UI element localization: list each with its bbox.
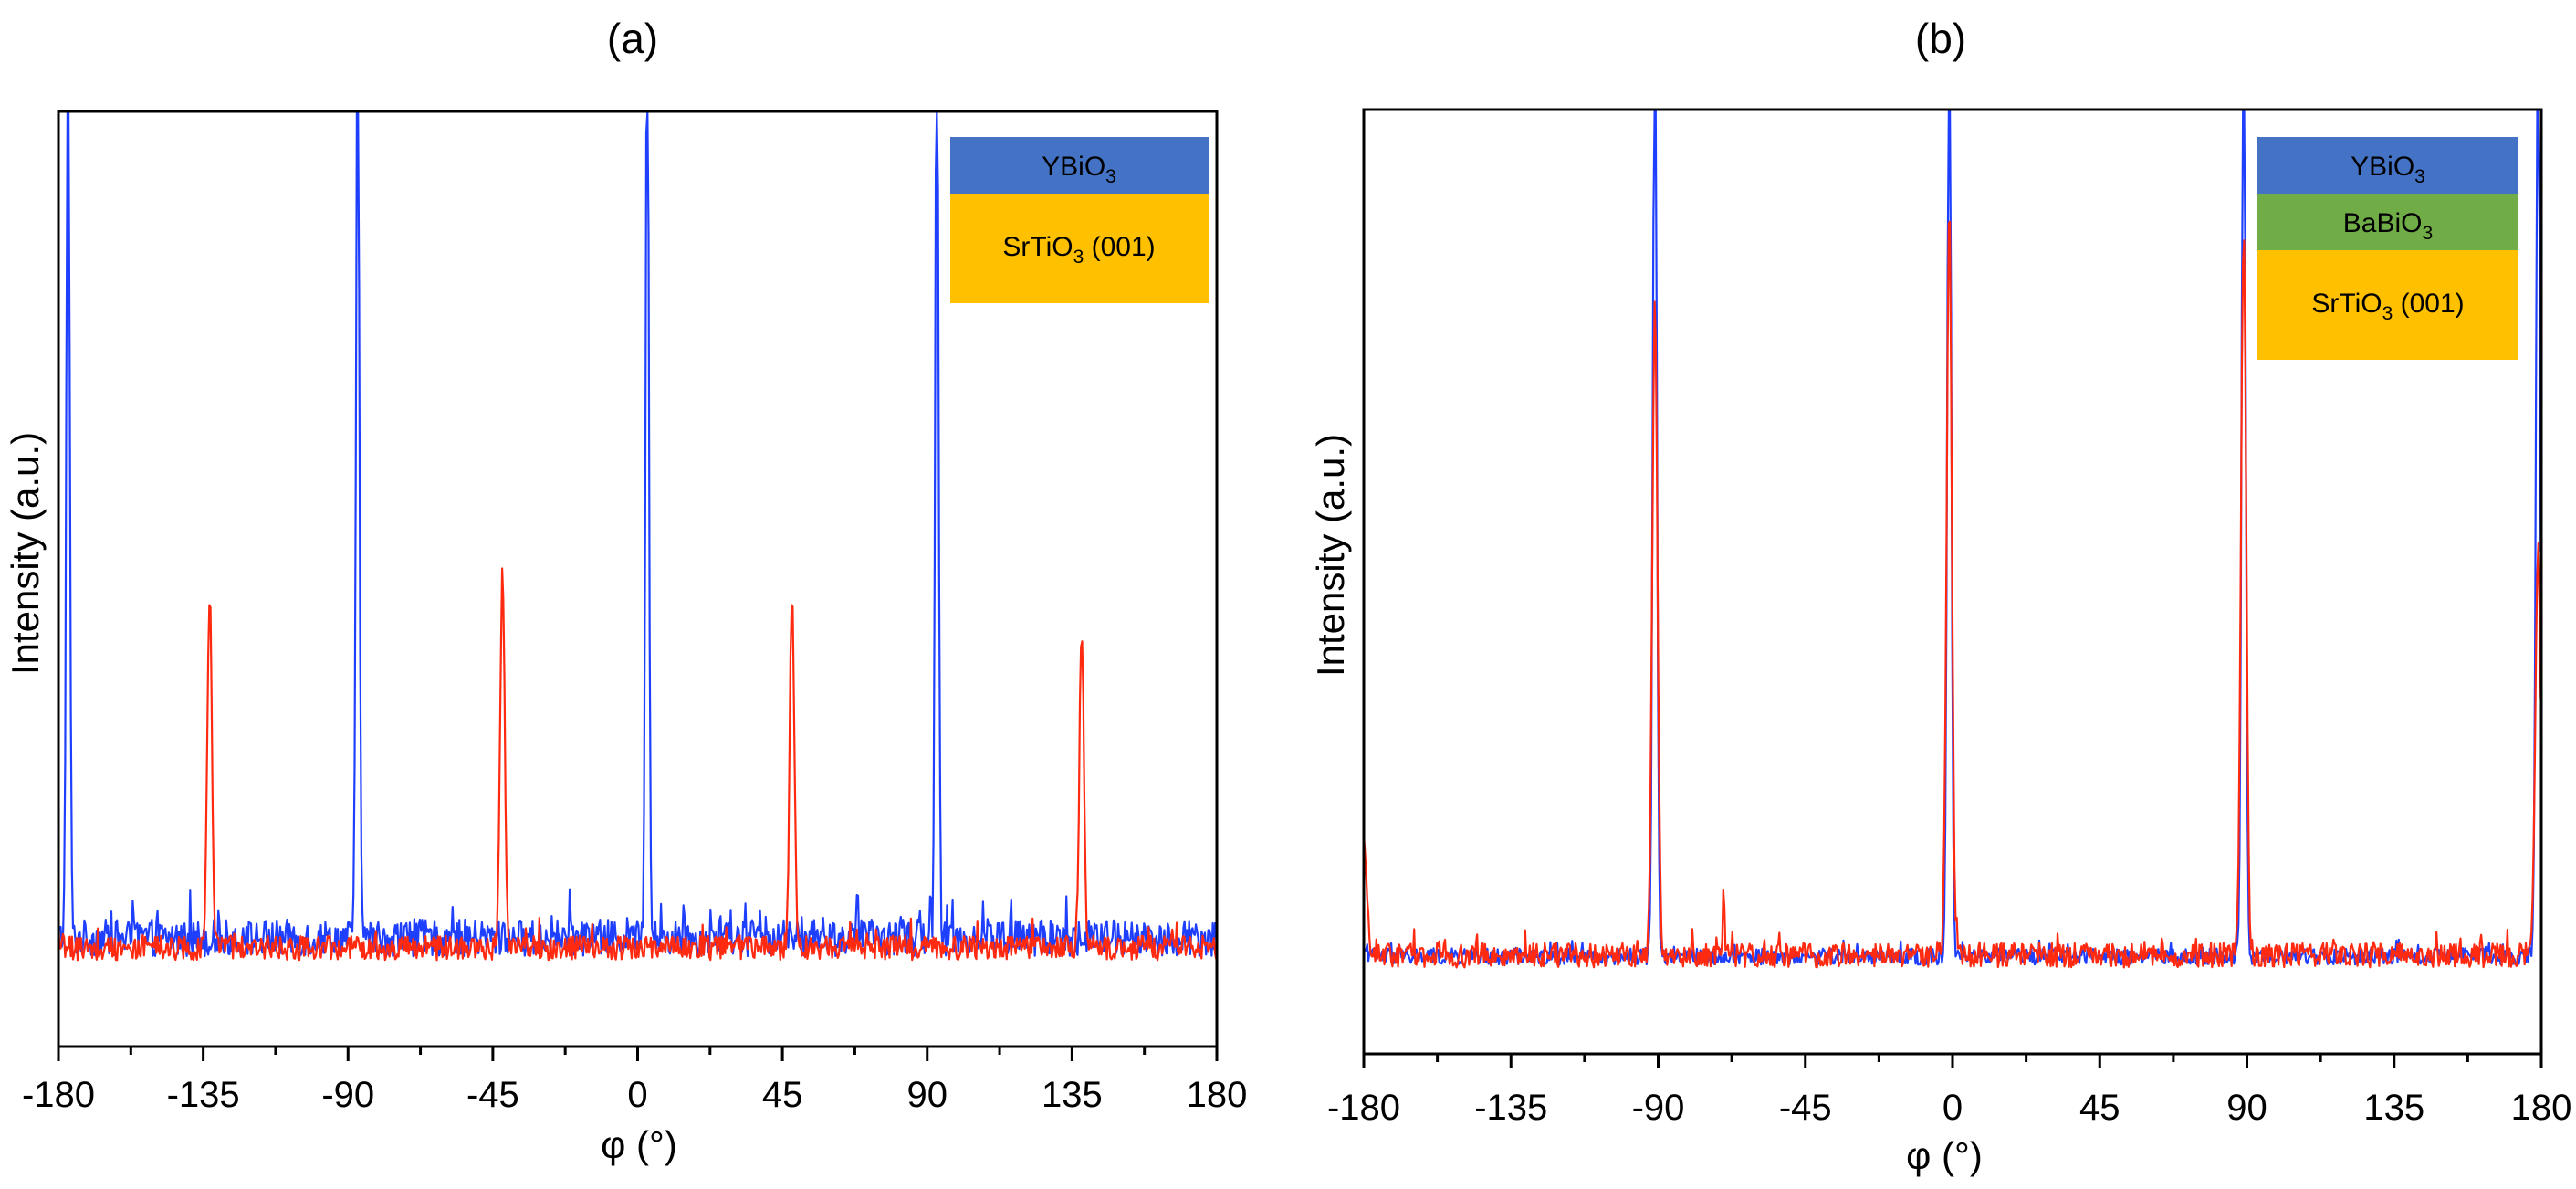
panel-a-x-axis-title: φ (°)	[601, 1123, 677, 1166]
panel-b-x-tick-label: 90	[2226, 1088, 2267, 1128]
panel-a: (a) YBiO3 SrTiO3 (001) -180 -135 -90 -45 0 45…	[4, 15, 1247, 1166]
panel-a-x-tick-label: -180	[22, 1075, 95, 1115]
panel-b-layer-srtio3	[2257, 250, 2518, 360]
panel-a-x-tick-label: -135	[167, 1075, 240, 1115]
panel-b-layer-srtio3-label: SrTiO3 (001)	[2311, 289, 2464, 324]
panel-a-x-ticks: -180 -135 -90 -45 0 45 90 135 180	[22, 1047, 1247, 1115]
panel-a-series-substrate	[57, 567, 1218, 962]
panel-b-x-tick-label: -180	[1327, 1088, 1400, 1128]
panel-a-layer-ybio3	[950, 137, 1209, 194]
panel-b-traces	[1362, 109, 2542, 969]
panel-b-x-tick-label: -135	[1474, 1088, 1547, 1128]
panel-b-series-substrate	[1362, 220, 2542, 969]
panel-b-x-tick-label: 180	[2511, 1088, 2572, 1128]
panel-b-title: (b)	[1915, 15, 1966, 62]
panel-b-x-axis-title: φ (°)	[1906, 1134, 1983, 1177]
panel-a-layer-ybio3-label: YBiO3	[1042, 152, 1116, 187]
panel-a-layer-srtio3	[950, 194, 1209, 303]
panel-b-layer-stack: YBiO3 BaBiO3 SrTiO3 (001)	[2257, 137, 2518, 360]
panel-a-x-tick-label: 90	[907, 1075, 948, 1115]
panel-a-layer-srtio3-label: SrTiO3 (001)	[1002, 232, 1155, 268]
panel-b-x-tick-label: 0	[1942, 1088, 1963, 1128]
panel-a-layer-stack: YBiO3 SrTiO3 (001)	[950, 137, 1209, 303]
panel-a-x-tick-label: 45	[762, 1075, 803, 1115]
panel-a-x-tick-label: 135	[1042, 1075, 1103, 1115]
panel-b-x-tick-label: -45	[1779, 1088, 1832, 1128]
panel-b-x-tick-label: 135	[2363, 1088, 2424, 1128]
panel-a-x-tick-label: 0	[627, 1075, 647, 1115]
panel-a-x-tick-label: 180	[1187, 1075, 1248, 1115]
panel-b-layer-babio3-label: BaBiO3	[2343, 208, 2433, 244]
panel-a-series-ybio3	[58, 110, 1218, 958]
panel-a-traces	[57, 110, 1218, 962]
panel-a-x-tick-label: -90	[321, 1075, 374, 1115]
panel-b-y-axis-title: Intensity (a.u.)	[1309, 434, 1352, 677]
panel-b: (b) YBiO3 BaBiO3 SrTiO3 (001) -180 -135 -9…	[1309, 15, 2571, 1177]
panel-b-layer-ybio3-label: YBiO3	[2351, 152, 2425, 187]
panel-a-y-axis-title: Intensity (a.u.)	[4, 432, 47, 675]
panel-b-x-ticks: -180 -135 -90 -45 0 45 90 135 180	[1327, 1054, 2571, 1128]
panel-b-x-tick-label: 45	[2079, 1088, 2120, 1128]
panel-b-layer-babio3	[2257, 194, 2518, 250]
panel-a-title: (a)	[607, 15, 658, 62]
panel-b-layer-ybio3	[2257, 137, 2518, 194]
panel-b-x-tick-label: -90	[1632, 1088, 1685, 1128]
panel-a-x-tick-label: -45	[466, 1075, 519, 1115]
